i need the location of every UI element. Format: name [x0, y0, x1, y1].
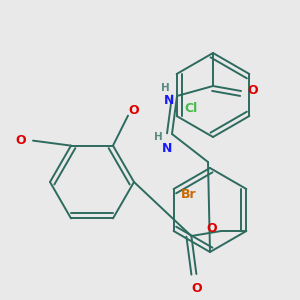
Text: Cl: Cl [184, 101, 197, 115]
Text: O: O [206, 223, 217, 236]
Text: H: H [154, 132, 162, 142]
Text: O: O [191, 281, 202, 295]
Text: O: O [248, 85, 258, 98]
Text: O: O [16, 134, 26, 147]
Text: N: N [164, 94, 174, 106]
Text: O: O [129, 104, 139, 117]
Text: N: N [162, 142, 172, 155]
Text: H: H [160, 83, 169, 93]
Text: Br: Br [181, 188, 197, 200]
